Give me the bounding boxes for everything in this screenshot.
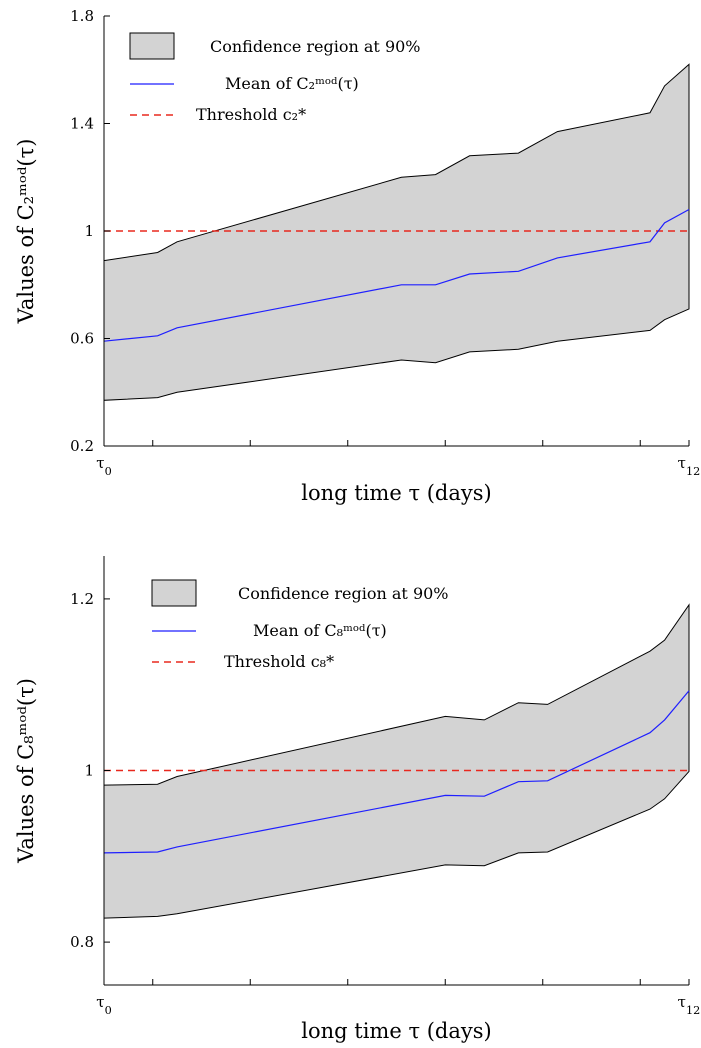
legend-label-threshold: Threshold c₂* bbox=[196, 105, 306, 124]
y-tick-label: 1.8 bbox=[70, 7, 94, 25]
y-tick-label: 1 bbox=[84, 762, 94, 780]
legend-label-band: Confidence region at 90% bbox=[210, 37, 421, 56]
x-tick-label-end: τ12 bbox=[678, 454, 701, 478]
y-axis-title: Values of C₈ᵐᵒᵈ(τ) bbox=[14, 678, 38, 864]
top-chart-panel: 0.2 0.6 1 1.4 1.8 τ0 τ12 long time τ (days) Valu… bbox=[14, 7, 700, 505]
legend-swatch-band bbox=[151, 579, 197, 607]
legend-swatch-band bbox=[129, 32, 175, 60]
legend: Confidence region at 90% Mean of C₂ᵐᵒᵈ(τ)… bbox=[129, 32, 421, 124]
mean-line bbox=[103, 690, 690, 854]
confidence-band bbox=[103, 603, 690, 919]
y-tick-label: 0.6 bbox=[70, 330, 94, 348]
legend-label-band: Confidence region at 90% bbox=[238, 584, 449, 603]
legend: Confidence region at 90% Mean of C₈ᵐᵒᵈ(τ)… bbox=[151, 579, 449, 671]
legend-label-mean: Mean of C₈ᵐᵒᵈ(τ) bbox=[253, 621, 387, 640]
legend-label-threshold: Threshold c₈* bbox=[224, 652, 334, 671]
x-tick-label-start: τ0 bbox=[96, 993, 111, 1017]
y-tick-label: 0.2 bbox=[70, 437, 94, 455]
x-axis-title: long time τ (days) bbox=[301, 481, 491, 505]
y-tick-label: 1.2 bbox=[70, 590, 94, 608]
bottom-chart-panel: 0.8 1 1.2 τ0 τ12 long time τ (days) Values of … bbox=[14, 556, 700, 1043]
x-tick-label-end: τ12 bbox=[678, 993, 701, 1017]
mean-line bbox=[103, 208, 690, 342]
y-tick-label: 0.8 bbox=[70, 933, 94, 951]
y-tick-label: 1 bbox=[84, 222, 94, 240]
y-axis-title: Values of C₂ᵐᵒᵈ(τ) bbox=[14, 139, 38, 325]
x-tick-label-start: τ0 bbox=[96, 454, 111, 478]
x-axis-title: long time τ (days) bbox=[301, 1019, 491, 1043]
confidence-band bbox=[103, 63, 690, 401]
legend-label-mean: Mean of C₂ᵐᵒᵈ(τ) bbox=[225, 74, 359, 93]
y-tick-label: 1.4 bbox=[70, 115, 94, 133]
